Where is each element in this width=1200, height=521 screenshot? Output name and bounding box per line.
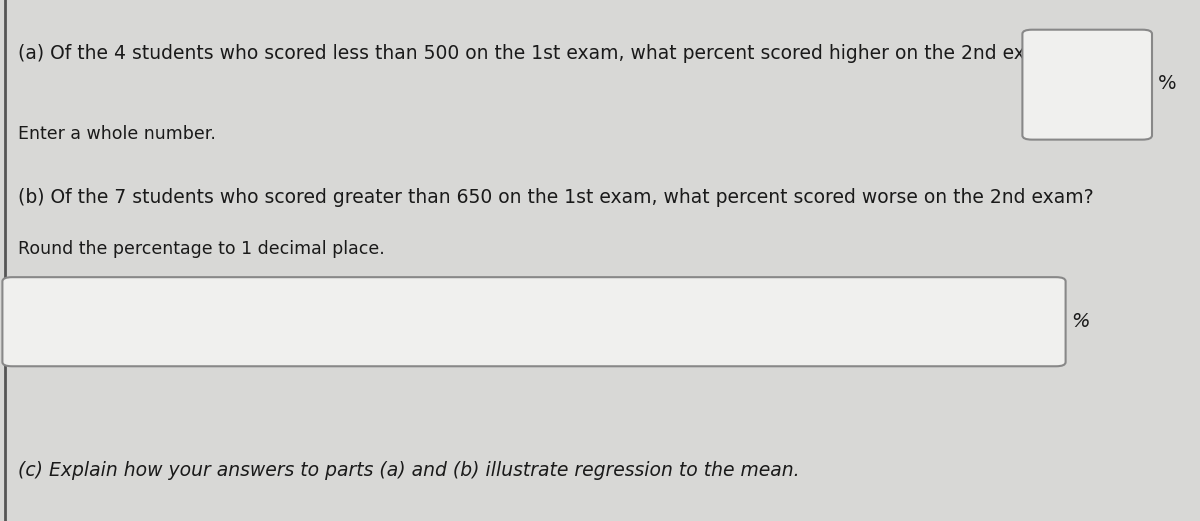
Text: Enter a whole number.: Enter a whole number. <box>18 125 216 143</box>
Text: Round the percentage to 1 decimal place.: Round the percentage to 1 decimal place. <box>18 240 385 258</box>
Text: (c) Explain how your answers to parts (a) and (b) illustrate regression to the m: (c) Explain how your answers to parts (a… <box>18 461 799 480</box>
FancyBboxPatch shape <box>2 277 1066 366</box>
Text: %: % <box>1158 74 1177 93</box>
Text: (a) Of the 4 students who scored less than 500 on the 1st exam, what percent sco: (a) Of the 4 students who scored less th… <box>18 44 1064 63</box>
Text: %: % <box>1072 313 1090 331</box>
FancyBboxPatch shape <box>1022 30 1152 140</box>
Text: (b) Of the 7 students who scored greater than 650 on the 1st exam, what percent : (b) Of the 7 students who scored greater… <box>18 188 1093 206</box>
